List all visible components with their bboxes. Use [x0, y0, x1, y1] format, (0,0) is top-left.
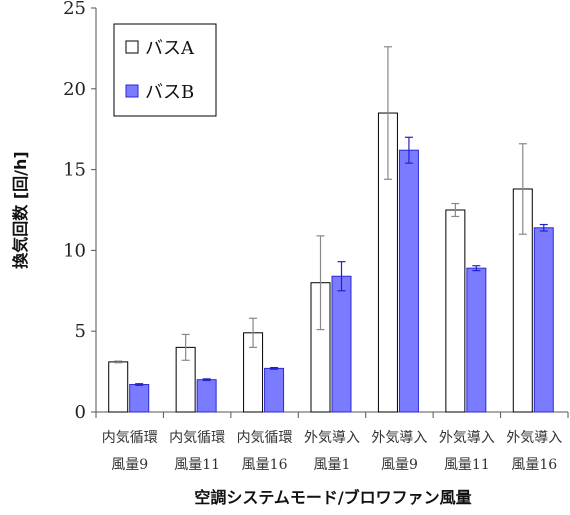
- legend-label: バスB: [145, 82, 194, 103]
- y-tick-label: 0: [75, 402, 86, 423]
- x-tick-label: 内気循環: [237, 430, 293, 446]
- bar-bus-b: [264, 367, 285, 413]
- bar-bus-b: [398, 149, 419, 413]
- legend-swatch: [125, 84, 139, 98]
- bar-bus-b: [196, 379, 217, 413]
- x-tick-label: 風量9: [381, 457, 418, 473]
- legend-box: [113, 23, 217, 117]
- x-axis-title: 空調システムモード/ブロワファン風量: [194, 488, 471, 507]
- y-tick-label: 10: [63, 240, 86, 261]
- y-axis-title: 換気回数 [回/h]: [11, 151, 30, 268]
- x-tick-label: 風量9: [111, 457, 148, 473]
- x-tick-label: 外気導入: [439, 430, 495, 446]
- x-tick-label: 外気導入: [304, 430, 360, 446]
- bar-bus-b: [466, 267, 487, 413]
- bar-bus-b: [533, 227, 554, 413]
- bar-bus-b: [331, 275, 352, 413]
- x-tick-label: 外気導入: [506, 430, 562, 446]
- x-tick-label: 内気循環: [102, 430, 158, 446]
- x-tick-label: 風量16: [511, 457, 557, 473]
- bar-bus-a: [445, 209, 466, 413]
- bar-bus-a: [108, 361, 129, 413]
- legend-label: バスA: [145, 38, 195, 59]
- y-tick-label: 15: [63, 160, 86, 181]
- x-tick-label: 風量16: [242, 457, 288, 473]
- legend-swatch: [125, 40, 139, 54]
- x-tick-label: 風量11: [174, 457, 220, 473]
- x-tick-label: 風量1: [314, 457, 351, 473]
- x-tick-label: 風量11: [444, 457, 490, 473]
- y-tick-label: 5: [75, 321, 86, 342]
- y-tick-label: 20: [63, 79, 86, 100]
- x-tick-label: 外気導入: [371, 430, 427, 446]
- y-tick-label: 25: [63, 0, 86, 19]
- x-tick-label: 内気循環: [169, 430, 225, 446]
- bar-bus-b: [129, 384, 150, 413]
